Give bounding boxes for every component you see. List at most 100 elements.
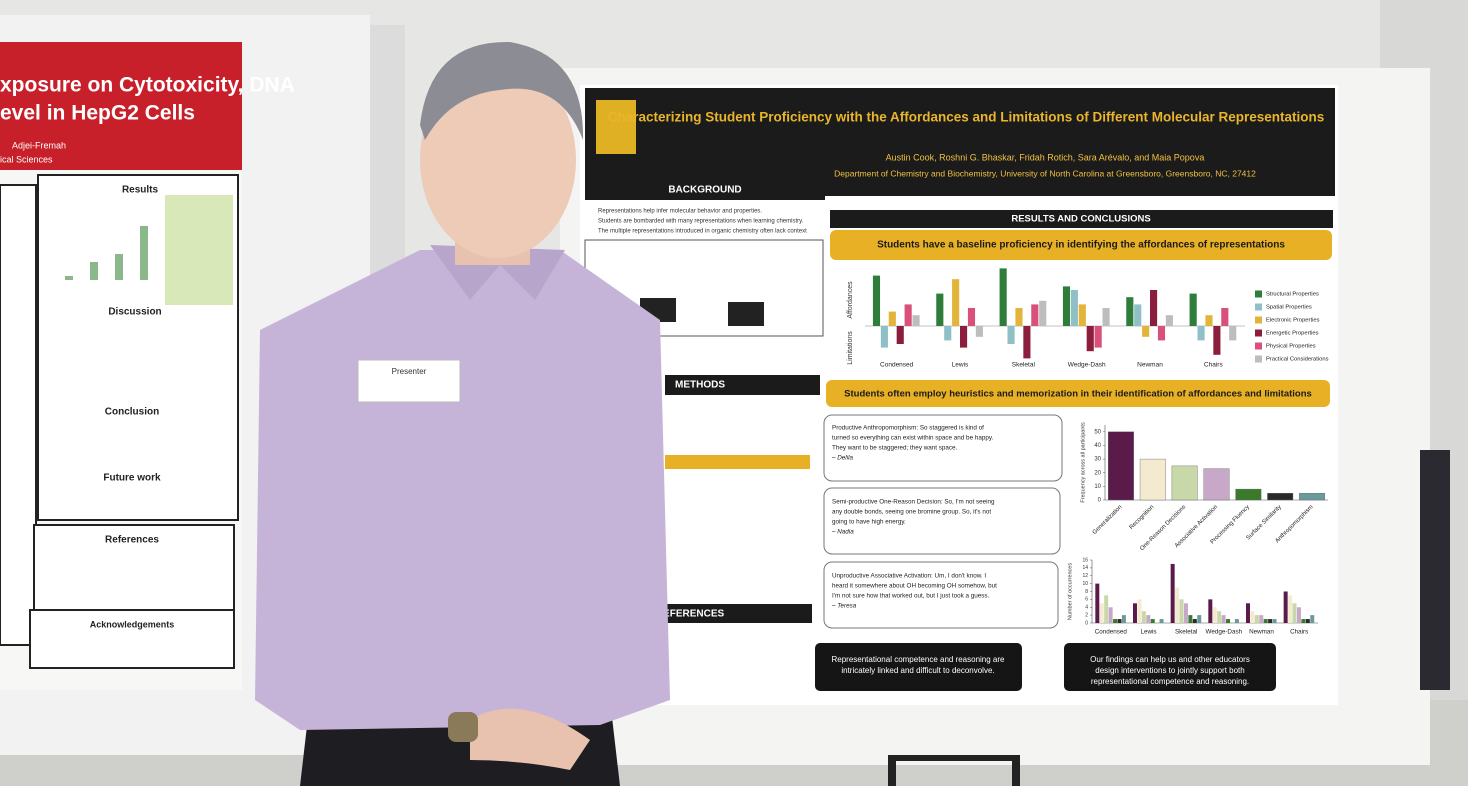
quote-speaker: – Delila — [831, 455, 853, 462]
bar — [1171, 465, 1198, 501]
bar — [872, 275, 881, 326]
bar — [967, 308, 976, 326]
face — [420, 62, 576, 258]
banner-text: Students often employ heuristics and mem… — [844, 389, 1312, 400]
bar — [1039, 300, 1047, 326]
legend-label: Structural Properties — [1266, 292, 1319, 298]
bar — [1170, 563, 1175, 623]
y-tick-label: 0 — [1085, 620, 1088, 626]
section-heading: REFERENCES — [656, 609, 725, 620]
bar — [1283, 591, 1288, 623]
bar — [912, 315, 920, 326]
bar — [1305, 619, 1310, 623]
bar — [1288, 595, 1293, 623]
x-tick-label: Condensed — [880, 362, 914, 369]
bar — [1292, 603, 1297, 623]
bar — [1197, 326, 1205, 341]
hands — [470, 708, 590, 770]
section-bar — [665, 375, 820, 395]
bar — [1142, 326, 1150, 337]
easel-bar — [888, 755, 1020, 761]
bar — [1226, 619, 1231, 623]
watch — [448, 712, 478, 742]
hair — [420, 41, 584, 140]
quote-box — [823, 414, 1063, 482]
y-tick-label: 10 — [1094, 484, 1101, 490]
y-tick-label: 16 — [1082, 557, 1088, 563]
bar — [1107, 431, 1134, 501]
left-bar — [115, 254, 123, 280]
bar — [1086, 326, 1094, 352]
bar — [1007, 326, 1015, 344]
bar — [1250, 611, 1255, 623]
legend-label: Practical Considerations — [1266, 357, 1329, 363]
quote-line: I'm not sure how that worked out, but I … — [832, 593, 990, 600]
logo — [596, 100, 636, 154]
left-section: Future work — [103, 473, 161, 484]
bar — [1108, 607, 1113, 623]
bar — [1157, 326, 1166, 341]
conclusion-text: Our findings can help us and other educa… — [1090, 655, 1250, 686]
bar — [952, 279, 960, 326]
bar — [1221, 615, 1226, 623]
bar — [1263, 619, 1268, 623]
y-tick-label: 8 — [1085, 589, 1088, 595]
icon — [728, 302, 764, 326]
bar — [999, 268, 1007, 326]
legend-label: Spatial Properties — [1266, 305, 1312, 311]
quote-line: turned so everything can exist within sp… — [832, 435, 994, 442]
quote-box — [823, 561, 1059, 629]
x-tick-label: Chairs — [1290, 629, 1308, 636]
bullet: Representations help infer molecular beh… — [598, 209, 762, 215]
bar — [1094, 326, 1102, 348]
axis-label: Affordances — [847, 281, 854, 319]
axis-label: Limitations — [847, 331, 854, 365]
quote-line: They want to be staggered; they want spa… — [832, 445, 958, 452]
left-author: Adjei-Fremah — [12, 140, 66, 150]
section-heading: BACKGROUND — [668, 185, 741, 196]
left-bar — [90, 262, 98, 280]
legend-swatch — [1255, 303, 1262, 311]
poster-affiliation: Department of Chemistry and Biochemistry… — [834, 168, 1256, 178]
bar — [1141, 611, 1146, 623]
bar — [1299, 492, 1326, 501]
y-tick-label: 20 — [1094, 470, 1101, 476]
bar — [1192, 619, 1197, 623]
bar — [1221, 308, 1229, 326]
x-tick-label: Skeletal — [1175, 629, 1197, 636]
poster-header — [585, 88, 1335, 196]
bar — [1301, 619, 1306, 623]
bar — [1213, 326, 1221, 355]
bar — [1217, 611, 1222, 623]
left-references-box — [33, 524, 235, 616]
section-heading: RESULTS AND CONCLUSIONS — [1011, 214, 1150, 225]
bar — [1254, 615, 1259, 623]
y-tick-label: 2 — [1085, 612, 1088, 618]
bar — [1113, 619, 1118, 623]
easel-leg — [888, 755, 896, 786]
banner-text: Students have a baseline proficiency in … — [877, 240, 1285, 251]
bar — [1023, 326, 1031, 359]
bar — [1117, 619, 1122, 623]
bar — [1179, 599, 1184, 623]
quote-line: heard it somewhere about OH becoming OH … — [832, 583, 997, 590]
x-tick-label: Wedge-Dash — [1068, 362, 1106, 369]
bar — [1272, 619, 1277, 623]
bar — [1189, 293, 1197, 326]
section-bar — [830, 210, 1333, 228]
bar — [1146, 615, 1151, 623]
banner — [830, 230, 1332, 260]
bar — [904, 304, 912, 326]
y-tick-label: 40 — [1094, 443, 1101, 449]
bar — [936, 293, 944, 326]
left-bar — [140, 226, 148, 280]
section-bar — [640, 604, 812, 623]
bar — [960, 326, 968, 348]
conclusions: Representational competence and reasonin… — [831, 655, 1249, 686]
left-title-line: evel in HepG2 Cells — [0, 102, 195, 125]
bar — [1031, 304, 1039, 326]
legend-swatch — [1255, 342, 1262, 350]
bar — [1267, 492, 1294, 501]
quote-line: going to have high energy. — [832, 519, 906, 526]
